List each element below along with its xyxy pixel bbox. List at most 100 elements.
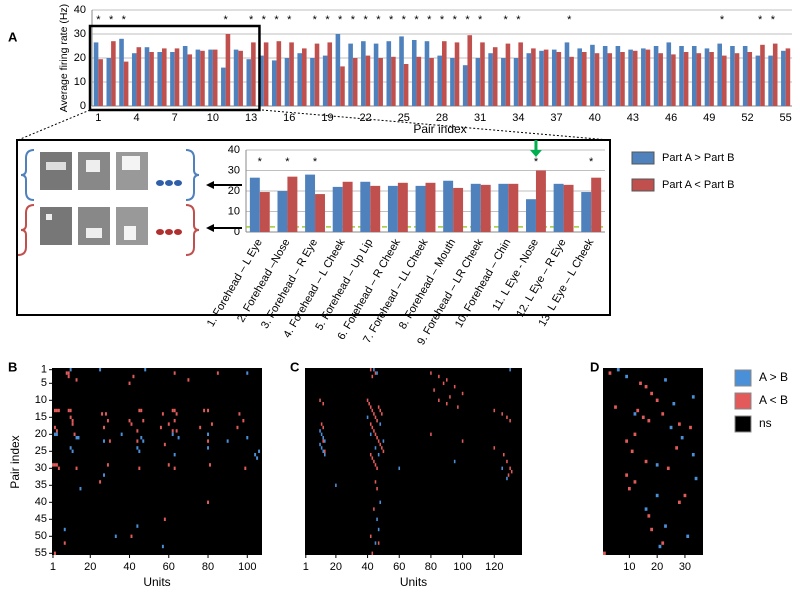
bar [615,46,621,106]
y-tick-label: 30 [228,164,240,176]
y-tick-label: 5 [41,377,47,389]
significance-star: * [414,14,419,26]
y-tick-label: 15 [35,411,47,423]
y-tick-label: 40 [35,496,47,508]
heatmap-cell [55,408,58,413]
heatmap-cell [369,534,372,538]
bar [709,52,714,106]
heatmap-cell [430,432,432,436]
bar [322,55,328,106]
heatmap-cell [366,415,369,419]
significance-star: * [503,14,508,26]
heatmap-cell [173,419,176,423]
heatmap-cell [175,412,178,416]
heatmap-cell [374,463,377,467]
legend-swatch [631,151,655,165]
bar [781,50,786,106]
bar [607,53,613,106]
x-tick-label: 20 [330,561,342,573]
x-axis-label: Units [143,575,170,589]
heatmap-cell [379,442,382,447]
heatmap-cell [210,422,213,426]
heatmap-cell [167,422,170,426]
heatmap-cell [161,544,164,549]
x-tick-label: 100 [453,561,471,573]
legend-swatch [734,369,752,387]
y-tick-label: 20 [228,185,240,197]
bar [658,53,663,106]
bar [453,187,464,232]
heatmap-cell [73,432,76,436]
heatmap-cell [691,453,695,457]
heatmap-cell [430,371,432,375]
bar [157,52,162,106]
heatmap-cell [322,439,325,443]
heatmap-cell [502,453,505,457]
heatmap-cell [608,371,612,375]
heatmap-cell [207,439,210,443]
heatmap-background [52,368,262,555]
bar [277,191,288,232]
face-part [86,228,102,238]
x-tick-label: 1 [50,561,56,573]
bar [581,192,592,232]
heatmap-cell [616,368,620,372]
x-tick-label: 37 [550,112,562,124]
significance-star: * [516,14,521,26]
heatmap-cell [507,473,510,477]
panel-label: D [590,359,599,374]
heatmap-cell [374,371,377,375]
bar [386,41,392,107]
x-tick-label: 1 [303,561,309,573]
heatmap-cell [371,425,374,430]
face-part [46,214,52,220]
heatmap-cell [461,391,464,396]
bar [93,42,99,106]
heatmap-cell [501,466,503,470]
panel-label: C [290,359,300,374]
x-tick-label: 40 [589,112,601,124]
bar [403,64,409,106]
bar [225,34,231,106]
face-image [40,207,72,245]
bar [271,60,277,106]
face-image [40,152,72,190]
heatmap-cell [173,408,176,413]
heatmap-cell [103,425,105,430]
heatmap-cell [130,534,133,538]
heatmap-cell [442,381,445,385]
heatmap-cell [603,551,606,555]
y-tick-label: 25 [35,445,47,457]
bar [314,43,320,106]
bar [666,42,672,106]
x-tick-label: 20 [84,561,96,573]
legend-label: ns [759,416,772,430]
panel-label: B [8,359,17,374]
bar [454,42,460,106]
bar [287,176,298,232]
heatmap-cell [52,463,54,467]
bar [704,48,710,106]
bar [378,58,383,106]
significance-star: * [771,14,776,26]
bar [653,46,659,106]
bar [443,180,454,232]
heatmap-cell [368,402,370,406]
bar [498,183,509,232]
heatmap-cell [79,487,82,491]
heatmap-cell [101,412,104,416]
x-tick-label: 46 [665,112,677,124]
heatmap-cell [377,439,380,443]
bar [332,186,343,232]
bar [365,55,371,106]
heatmap-cell [136,439,139,443]
heatmap-cell [319,429,321,433]
heatmap-cell [256,456,259,460]
x-tick-label: 10 [207,112,219,124]
bar [785,48,791,106]
heatmap-cell [650,527,653,532]
heatmap-cell [374,480,377,484]
bar [187,54,193,106]
bar [696,53,702,106]
bar [602,46,608,106]
